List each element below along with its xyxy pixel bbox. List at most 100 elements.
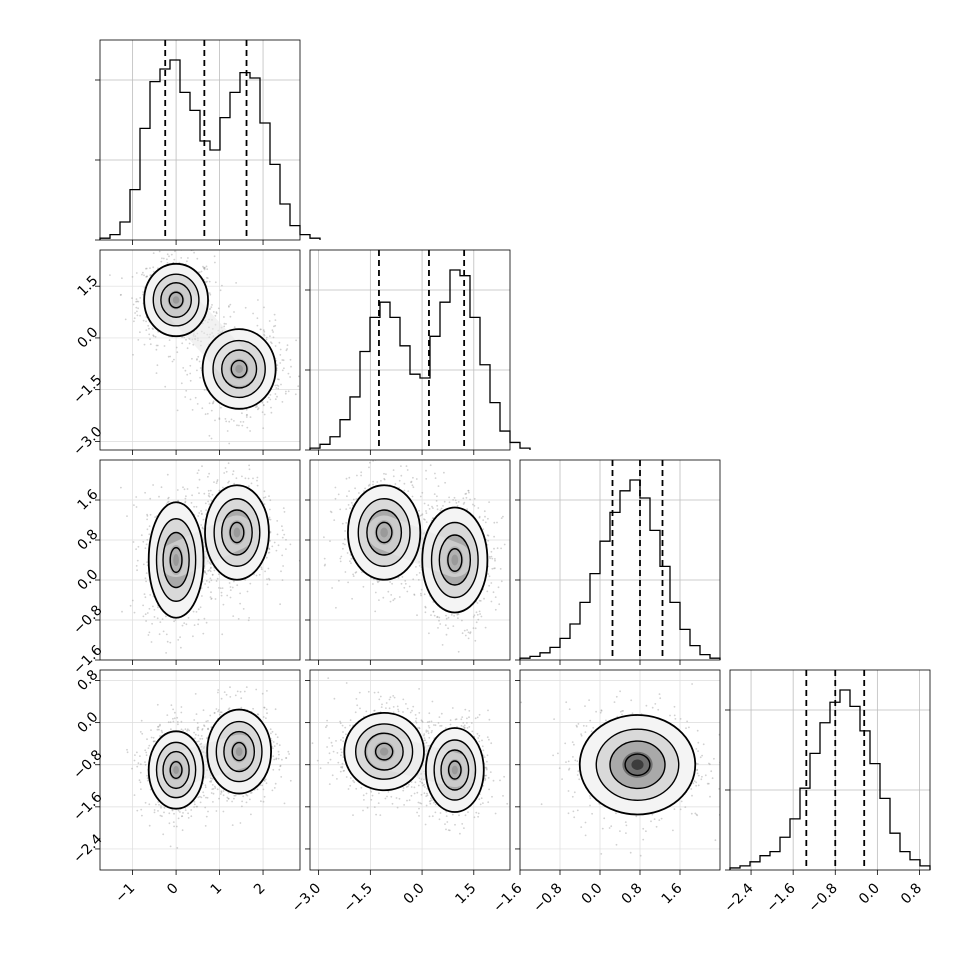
scatter-point [140,781,142,783]
scatter-point [185,390,187,392]
scatter-point [187,347,189,349]
scatter-point [199,738,201,740]
scatter-point [214,420,216,422]
scatter-point [458,651,460,653]
scatter-point [269,499,271,501]
scatter-point [205,825,207,827]
scatter-point [434,473,436,475]
scatter-point [145,329,147,331]
scatter-point [214,255,216,257]
scatter-point [203,519,205,521]
scatter-point [172,709,174,711]
scatter-point [268,397,270,399]
scatter-point [495,609,497,611]
scatter-point [378,599,380,601]
scatter-point [145,547,147,549]
scatter-point [189,365,191,367]
scatter-point [196,806,198,808]
scatter-point [405,583,407,585]
scatter-point [197,623,199,625]
scatter-point [184,396,186,398]
scatter-point [270,341,272,343]
scatter-point [268,552,270,554]
scatter-point [335,487,337,489]
scatter-point [481,616,483,618]
scatter-point [462,632,464,634]
scatter-point [199,479,201,481]
scatter-point [202,528,204,530]
scatter-point [230,316,232,318]
scatter-point [157,617,159,619]
scatter-point [203,493,205,495]
scatter-point [491,568,493,570]
scatter-point [206,277,208,279]
scatter-point [136,569,138,571]
scatter-point [501,580,503,582]
scatter-point [255,406,257,408]
scatter-point [141,274,143,276]
scatter-point [412,484,414,486]
scatter-point [145,764,147,766]
scatter-point [412,578,414,580]
scatter-point [200,802,202,804]
scatter-point [271,412,273,414]
scatter-point [446,618,448,620]
scatter-point [167,253,169,255]
scatter-point [430,614,432,616]
scatter-point [200,367,202,369]
scatter-point [390,601,392,603]
scatter-point [256,575,258,577]
scatter-point [120,294,122,296]
scatter-point [145,613,147,615]
scatter-point [195,397,197,399]
scatter-point [217,479,219,481]
scatter-point [268,568,270,570]
scatter-point [179,636,181,638]
scatter-point [445,624,447,626]
scatter-point [168,255,170,257]
scatter-point [194,737,196,739]
scatter-point [185,501,187,503]
scatter-point [152,266,154,268]
scatter-point [441,508,443,510]
scatter-point [143,616,145,618]
scatter-point [159,621,161,623]
scatter-point [354,487,356,489]
scatter-point [154,616,156,618]
scatter-point [434,493,436,495]
scatter-point [247,591,249,593]
scatter-point [270,394,272,396]
scatter-point [288,373,290,375]
scatter-point [422,513,424,515]
scatter-point [257,485,259,487]
scatter-point [140,763,142,765]
scatter-point [207,587,209,589]
scatter-point [199,377,201,379]
scatter-point [235,282,237,284]
scatter-point [210,306,212,308]
scatter-point [159,251,161,253]
scatter-point [233,420,235,422]
scatter-point [283,507,285,509]
scatter-point [216,580,218,582]
histogram-step-2 [310,270,530,450]
scatter-point [210,598,212,600]
scatter-point [208,493,210,495]
scatter-point [278,385,280,387]
scatter-point [142,291,144,293]
scatter-point [342,548,344,550]
scatter-point [486,591,488,593]
scatter-point [136,298,138,300]
scatter-point [187,257,189,259]
scatter-point [349,560,351,562]
scatter-point [170,728,172,730]
scatter-point [401,454,403,456]
scatter-point [139,331,141,333]
scatter-point [139,315,141,317]
histogram-panel-4 [725,670,930,875]
scatter-point [139,779,141,781]
scatter-point [482,519,484,521]
scatter-point [194,801,196,803]
scatter-point [339,509,341,511]
scatter-point [494,558,496,560]
